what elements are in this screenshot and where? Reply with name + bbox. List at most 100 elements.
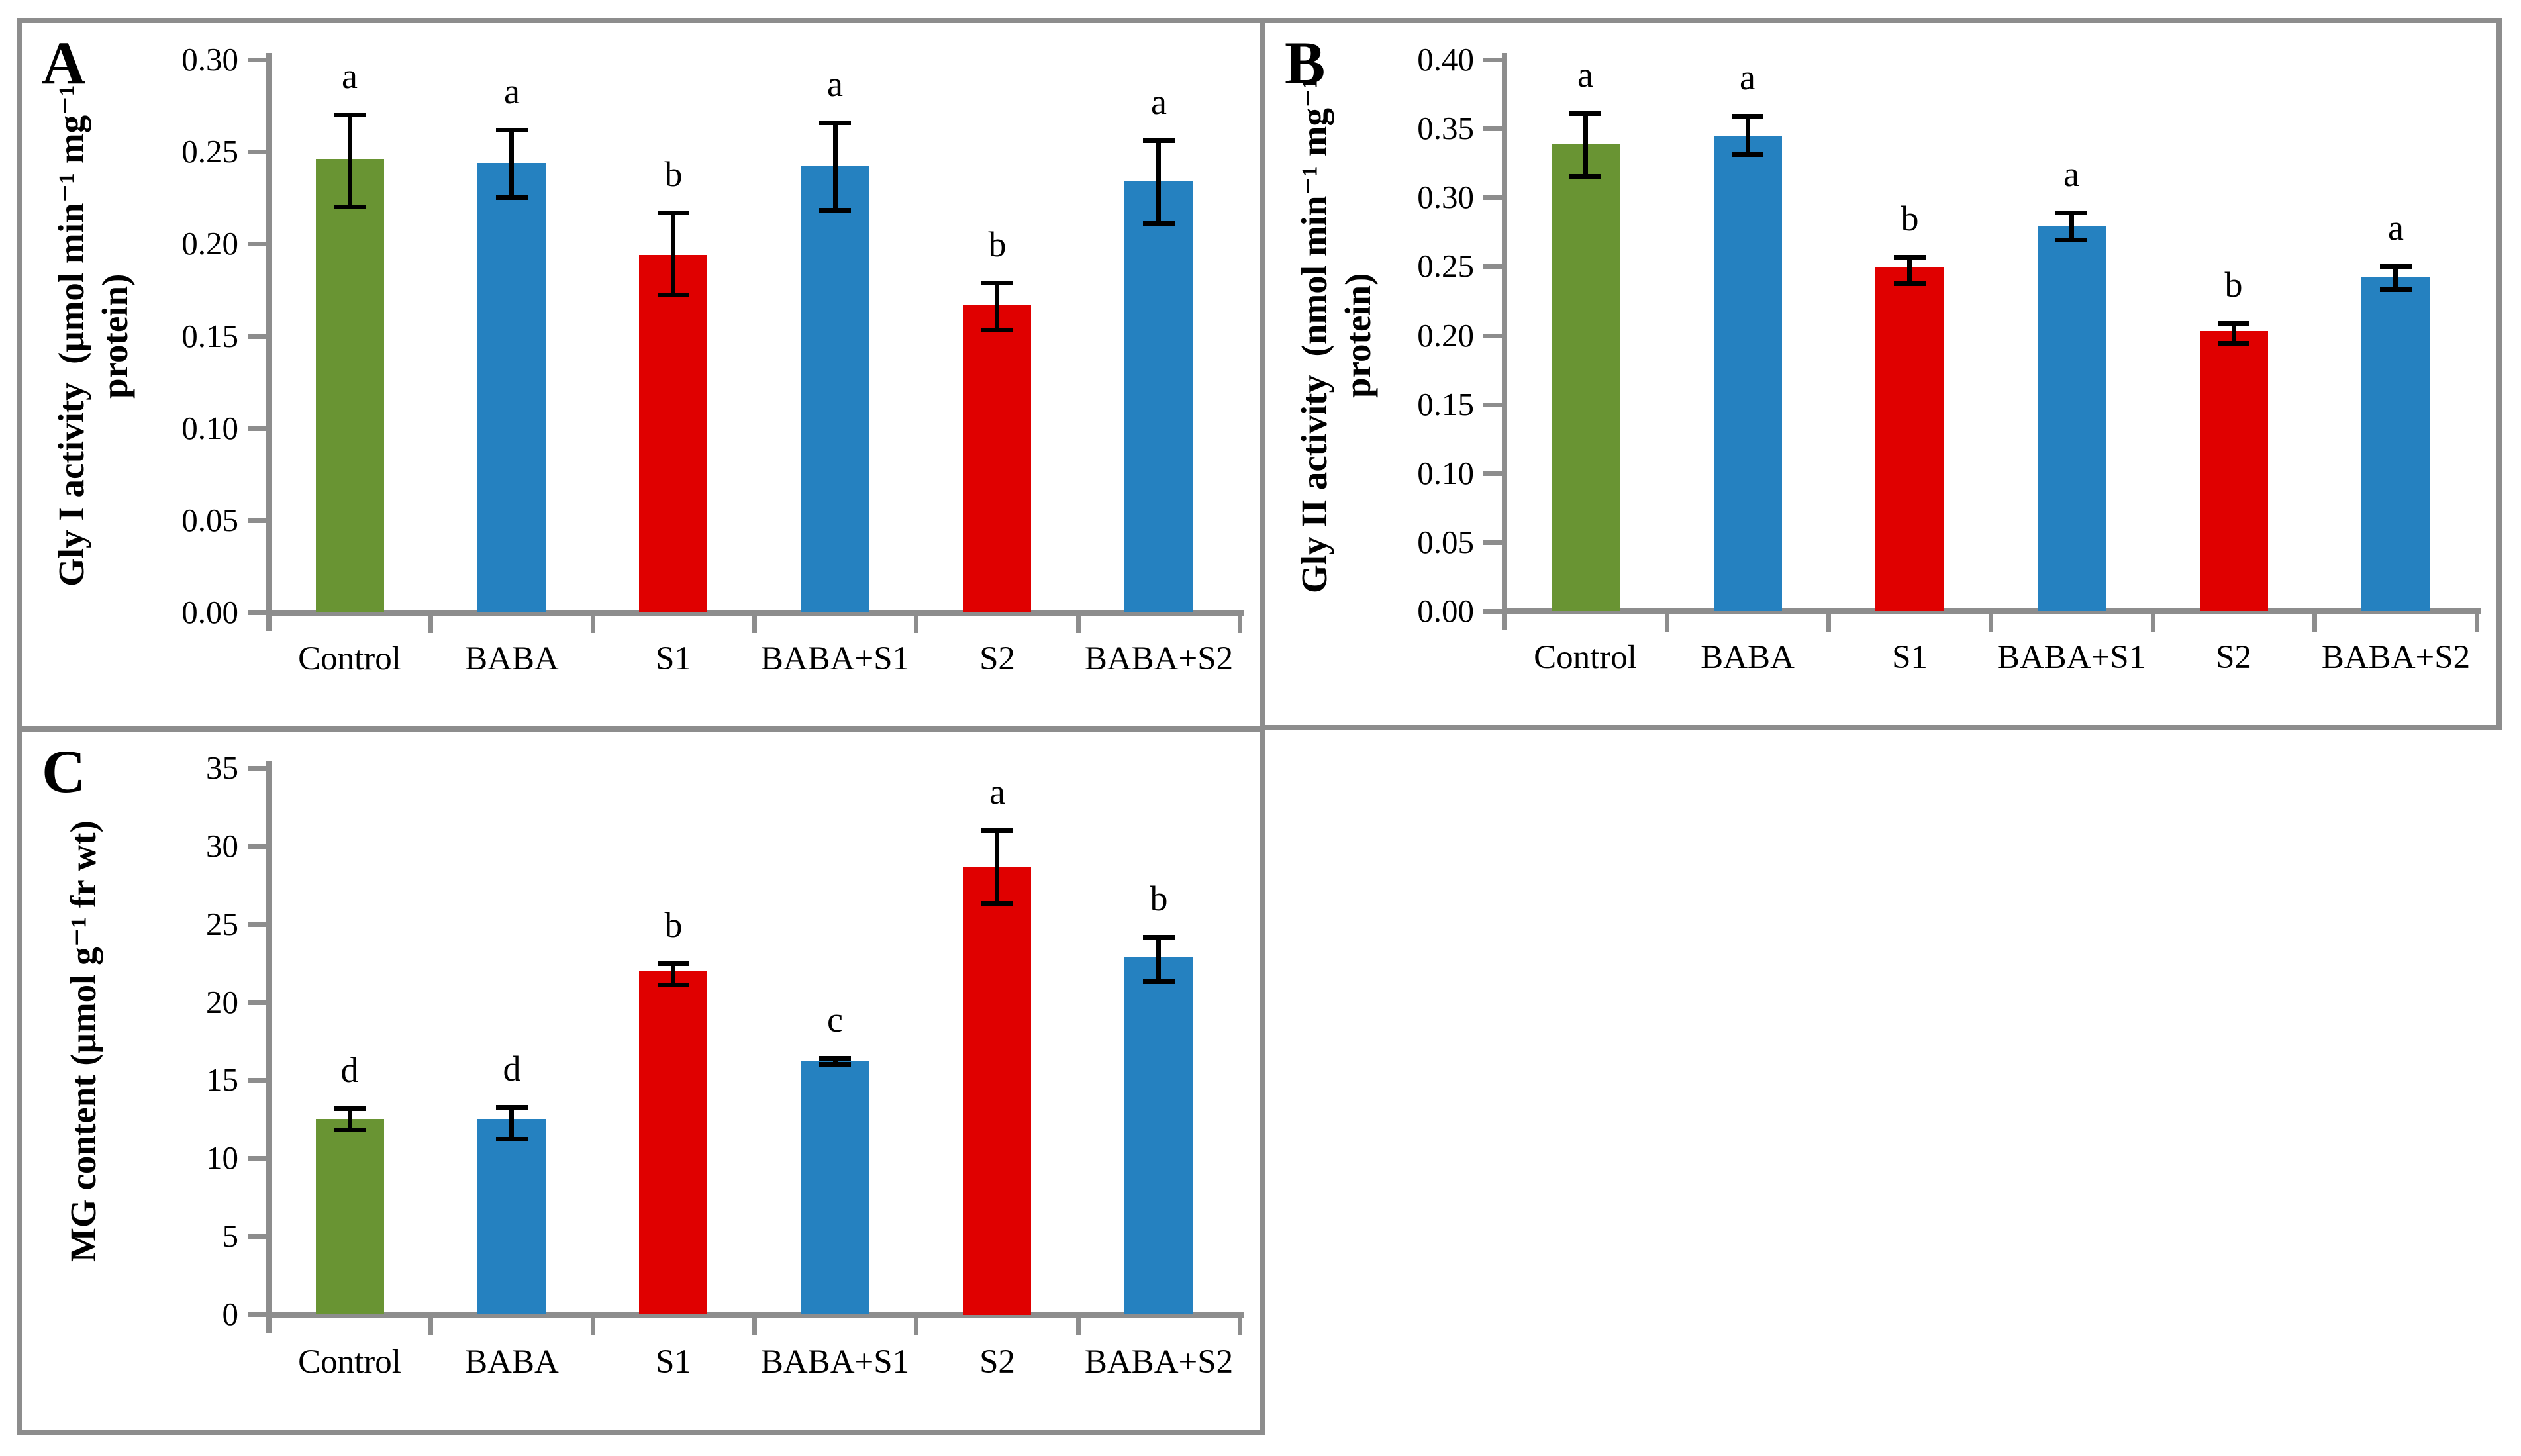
x-category-label-baba: BABA	[1701, 639, 1795, 676]
y-tick-mark	[248, 1156, 266, 1161]
bar-baba-s2	[1124, 957, 1193, 1314]
sig-letter-baba-s2: a	[1151, 82, 1167, 122]
sig-letter-baba-s2: a	[2388, 208, 2404, 248]
error-cap-top-baba-s2	[1143, 935, 1175, 940]
sig-letter-s1: b	[664, 154, 683, 194]
error-bar-baba	[509, 130, 514, 198]
y-tick-mark	[1483, 58, 1502, 62]
bar-s2	[2200, 331, 2268, 611]
x-tick-mark	[1075, 616, 1081, 633]
x-category-label-baba-s1: BABA+S1	[760, 640, 910, 677]
y-tick-label: 0.25	[181, 133, 238, 170]
x-tick-mark	[428, 616, 434, 633]
panel-b-box: B Gly II activity (nmol min⁻¹ mg⁻¹ prote…	[1260, 18, 2502, 730]
y-tick-mark	[248, 426, 266, 431]
y-tick-label: 0.00	[181, 594, 238, 630]
error-bar-control	[348, 1108, 352, 1130]
error-cap-bottom-control	[334, 1128, 366, 1132]
error-cap-top-baba	[496, 128, 528, 132]
bar-baba	[477, 163, 546, 612]
y-tick-label: 0.00	[1417, 593, 1474, 629]
x-tick-mark	[2475, 614, 2479, 632]
y-tick-mark	[1483, 126, 1502, 132]
panel-c-box: C MG content (μmol g⁻¹ fr wt) 0 5 10 15 20 25 3…	[17, 726, 1265, 1435]
x-tick-mark	[590, 1318, 595, 1335]
y-tick-label: 10	[206, 1140, 238, 1177]
y-tick-mark	[248, 242, 266, 247]
x-tick-mark	[914, 616, 919, 633]
y-tick-label: 35	[206, 750, 238, 786]
x-category-label-baba: BABA	[465, 1343, 559, 1381]
bar-baba	[1714, 136, 1782, 611]
y-tick-mark	[1483, 402, 1502, 407]
error-cap-top-baba	[1732, 114, 1763, 119]
error-bar-s2	[2232, 323, 2236, 344]
error-cap-top-baba-s1	[819, 121, 851, 125]
error-cap-bottom-control	[1569, 174, 1601, 179]
error-cap-bottom-s2	[981, 901, 1013, 906]
error-cap-bottom-baba-s1	[819, 1062, 851, 1067]
x-axis-line	[1502, 608, 2481, 614]
bar-baba-s1	[801, 166, 869, 612]
y-tick-label: 0.35	[1417, 110, 1474, 147]
x-category-label-s2: S2	[979, 640, 1015, 677]
y-tick-label: 15	[206, 1061, 238, 1098]
error-cap-bottom-baba	[1732, 152, 1763, 157]
bar-control	[316, 1119, 384, 1314]
y-tick-label: 30	[206, 827, 238, 864]
sig-letter-s1: b	[1901, 199, 1919, 238]
x-tick-mark	[1989, 614, 1993, 632]
x-category-label-s2: S2	[2216, 639, 2251, 676]
bar-baba-s1	[801, 1061, 869, 1314]
error-cap-top-s2	[981, 281, 1013, 285]
sig-letter-baba-s2: b	[1150, 879, 1168, 918]
error-cap-bottom-baba	[496, 1137, 528, 1141]
x-category-label-baba-s2: BABA+S2	[1084, 1343, 1234, 1381]
error-cap-bottom-baba-s2	[2380, 287, 2412, 292]
error-bar-s2	[995, 283, 999, 330]
error-bar-baba-s1	[2069, 213, 2074, 240]
sig-letter-baba-s1: c	[827, 1000, 843, 1040]
error-cap-bottom-baba-s2	[1143, 979, 1175, 984]
y-tick-label: 25	[206, 905, 238, 942]
panel-letter-c: C	[42, 738, 86, 805]
bar-s1	[1875, 267, 1944, 611]
y-tick-mark	[248, 1078, 266, 1083]
sig-letter-baba-s1: a	[827, 64, 843, 104]
error-bar-baba-s2	[1156, 140, 1161, 223]
y-tick-label: 0.05	[1417, 523, 1474, 560]
y-tick-label: 0.10	[181, 409, 238, 446]
sig-letter-baba: a	[504, 72, 520, 111]
x-tick-mark	[752, 1318, 757, 1335]
x-tick-mark	[1238, 1318, 1242, 1335]
y-tick-label: 0.20	[1417, 316, 1474, 354]
error-bar-control	[348, 115, 352, 207]
error-cap-top-control	[334, 1106, 366, 1111]
y-tick-label: 0.30	[1417, 179, 1474, 216]
sig-letter-baba-s1: a	[2063, 154, 2079, 194]
sig-letter-s1: b	[664, 905, 683, 945]
y-tick-label: 5	[222, 1218, 239, 1255]
error-cap-bottom-baba-s1	[819, 208, 851, 213]
y-tick-label: 0.30	[181, 41, 238, 77]
x-category-label-s1: S1	[1892, 639, 1928, 676]
x-tick-mark	[914, 1318, 919, 1335]
error-bar-baba-s1	[833, 1058, 838, 1064]
y-tick-mark	[248, 766, 266, 771]
y-tick-mark	[1483, 609, 1502, 614]
x-tick-mark	[1664, 614, 1669, 632]
sig-letter-s2: a	[989, 772, 1005, 812]
x-tick-mark	[1238, 616, 1242, 633]
error-cap-bottom-baba	[496, 195, 528, 200]
sig-letter-baba: d	[503, 1049, 521, 1089]
sig-letter-s2: b	[988, 224, 1007, 264]
x-axis-line	[266, 1312, 1244, 1318]
y-axis-line	[266, 53, 272, 631]
bar-s1	[639, 255, 707, 612]
x-category-label-s1: S1	[656, 640, 691, 677]
panel-letter-a: A	[42, 29, 86, 97]
x-tick-mark	[1075, 1318, 1081, 1335]
bar-s1	[639, 971, 707, 1314]
x-category-label-control: Control	[298, 1343, 401, 1381]
